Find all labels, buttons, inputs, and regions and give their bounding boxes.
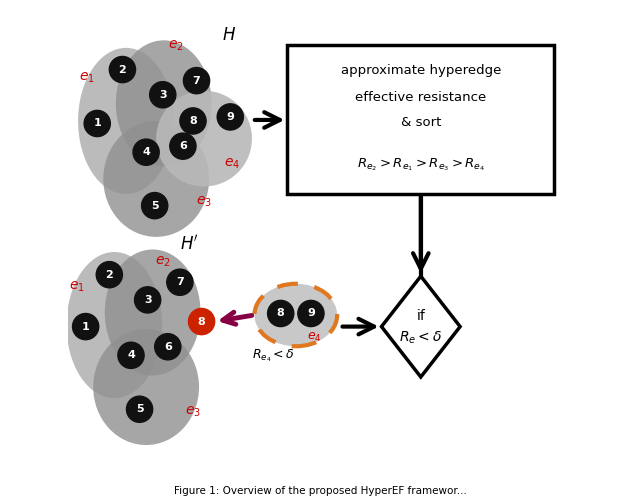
Text: 8: 8 [189, 116, 197, 126]
Circle shape [72, 313, 99, 340]
Text: 4: 4 [127, 350, 135, 360]
Text: 1: 1 [93, 118, 101, 129]
Text: $e_2$: $e_2$ [155, 255, 171, 269]
Bar [287, 45, 554, 194]
Circle shape [155, 334, 181, 360]
Circle shape [84, 110, 110, 137]
Circle shape [127, 396, 153, 422]
Circle shape [188, 308, 214, 335]
Text: approximate hyperedge: approximate hyperedge [340, 64, 501, 77]
Text: $R_{e_2} > R_{e_1} > R_{e_3} > R_{e_4}$: $R_{e_2} > R_{e_1} > R_{e_3} > R_{e_4}$ [356, 156, 485, 172]
Text: $R_e < \delta$: $R_e < \delta$ [399, 330, 442, 346]
Circle shape [217, 104, 243, 130]
Text: 9: 9 [227, 112, 234, 122]
Circle shape [268, 300, 294, 327]
Text: $e_4$: $e_4$ [224, 157, 240, 171]
Ellipse shape [116, 40, 212, 166]
Text: 2: 2 [118, 65, 126, 75]
Text: $e_2$: $e_2$ [168, 38, 184, 52]
Circle shape [133, 139, 159, 165]
Text: 3: 3 [159, 90, 166, 100]
Ellipse shape [255, 284, 337, 346]
Text: $H$: $H$ [221, 27, 236, 44]
Circle shape [184, 68, 210, 94]
Text: 5: 5 [151, 201, 159, 211]
Polygon shape [381, 276, 460, 377]
Text: if: if [417, 308, 425, 323]
Ellipse shape [78, 48, 174, 194]
Circle shape [298, 300, 324, 327]
Text: $e_1$: $e_1$ [79, 71, 95, 85]
Ellipse shape [67, 252, 163, 398]
Text: 6: 6 [179, 141, 187, 151]
Text: $R_{e_4} < \delta$: $R_{e_4} < \delta$ [252, 347, 295, 363]
Circle shape [180, 108, 206, 134]
Circle shape [109, 56, 136, 83]
Circle shape [167, 269, 193, 295]
Text: $e_3$: $e_3$ [185, 405, 201, 419]
Text: 8: 8 [277, 308, 285, 319]
Text: 3: 3 [144, 295, 152, 305]
Text: $e_3$: $e_3$ [196, 195, 212, 209]
Text: 9: 9 [307, 308, 315, 319]
Text: & sort: & sort [401, 116, 441, 129]
Text: 8: 8 [198, 317, 205, 327]
Circle shape [170, 133, 196, 159]
Text: $H'$: $H'$ [180, 234, 198, 254]
Text: $e_4$: $e_4$ [307, 331, 321, 344]
Circle shape [141, 193, 168, 219]
Text: 7: 7 [193, 76, 200, 86]
Text: 1: 1 [82, 322, 90, 332]
Text: 6: 6 [164, 342, 172, 352]
Circle shape [150, 82, 176, 108]
Ellipse shape [93, 329, 199, 445]
Text: 7: 7 [176, 277, 184, 287]
Ellipse shape [105, 249, 200, 375]
Text: 4: 4 [142, 147, 150, 157]
Text: $e_1$: $e_1$ [69, 280, 85, 294]
Text: effective resistance: effective resistance [355, 91, 486, 104]
Text: Figure 1: Overview of the proposed HyperEF framewor...: Figure 1: Overview of the proposed Hyper… [173, 486, 467, 496]
Ellipse shape [103, 121, 209, 237]
Text: 2: 2 [106, 270, 113, 280]
Ellipse shape [156, 91, 252, 186]
Circle shape [134, 287, 161, 313]
Text: 5: 5 [136, 404, 143, 414]
Circle shape [96, 262, 122, 288]
Circle shape [118, 342, 144, 368]
